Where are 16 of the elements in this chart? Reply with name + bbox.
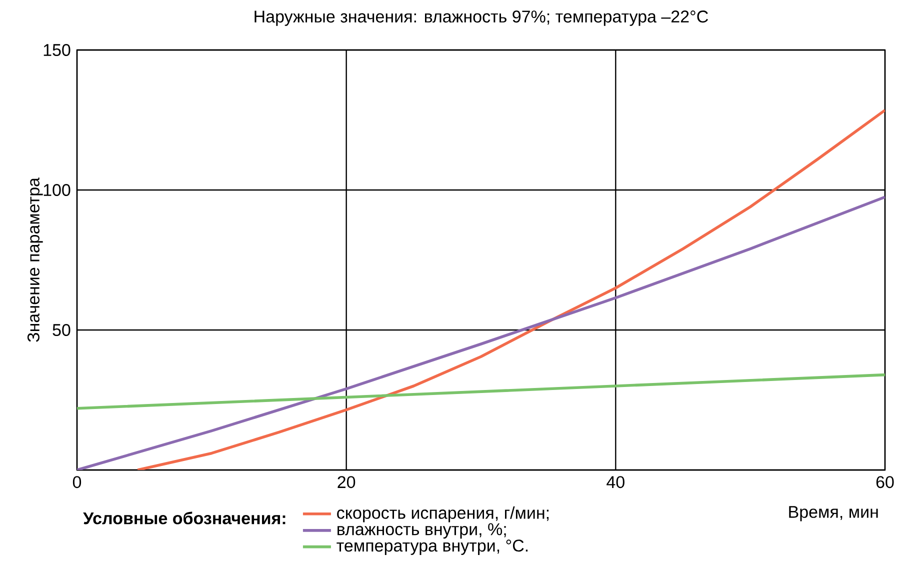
x-tick-label: 0 — [72, 476, 82, 488]
legend-title: Условные обозначения: — [83, 512, 286, 524]
y-axis-title: Значение параметра — [27, 178, 43, 342]
legend-label: температура внутри, °С. — [336, 540, 528, 555]
y-tick-label: 100 — [44, 184, 70, 196]
legend-label: влажность внутри, %; — [338, 523, 506, 539]
legend-label: скорость испарения, г/мин; — [337, 506, 549, 522]
x-tick-label: 20 — [338, 476, 356, 488]
chart-title: Наружные значения: влажность 97%; температура –22°C — [254, 10, 708, 26]
x-tick-label: 60 — [876, 476, 894, 488]
y-tick-label: 150 — [44, 44, 70, 56]
x-tick-label: 40 — [606, 476, 624, 488]
x-axis-title: Время, мин — [789, 506, 878, 522]
line-series — [136, 108, 885, 470]
y-tick-label: 50 — [52, 324, 70, 336]
line-series — [77, 196, 885, 470]
